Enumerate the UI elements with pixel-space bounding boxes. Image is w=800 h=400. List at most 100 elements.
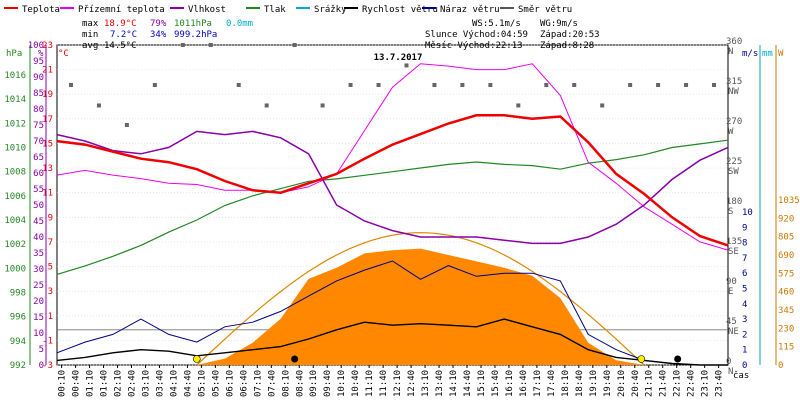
tick-label-time: 21:40 — [659, 370, 669, 397]
tick-label-direction-deg: 90 — [726, 277, 737, 287]
tick-label-pressure: 1004 — [4, 216, 26, 226]
tick-label-time: 19:10 — [589, 370, 599, 397]
stat-max-temp: 18.9°C — [104, 19, 137, 29]
legend-label-prizemni: Přízemní teplota — [78, 5, 165, 15]
tick-label-temp: 7 — [48, 238, 53, 248]
wind-direction-point — [96, 103, 101, 108]
tick-label-humidity: 80 — [33, 105, 44, 115]
tick-label-time: 20:10 — [617, 370, 627, 397]
tick-label-solar: 345 — [778, 306, 794, 316]
info-mesic-zapad: Západ:8:28 — [540, 41, 594, 51]
tick-label-temp: 11 — [42, 189, 53, 199]
tick-label-pressure: 996 — [10, 313, 26, 323]
tick-label-temp: 17 — [42, 115, 53, 125]
tick-label-time: 01:40 — [100, 370, 110, 397]
tick-label-humidity: 70 — [33, 137, 44, 147]
info-slunce-zapad: Západ:20:53 — [540, 30, 600, 40]
legend-label-vlhkost: Vlhkost — [188, 5, 226, 15]
tick-label-solar: 575 — [778, 269, 794, 279]
tick-label-direction: NW — [728, 87, 739, 97]
tick-label-time: 11:10 — [365, 370, 375, 397]
tick-label-humidity: 35 — [33, 249, 44, 259]
wind-direction-point — [376, 83, 381, 87]
stat-max-rain: 0.0mm — [226, 19, 253, 29]
series-tlak — [56, 139, 729, 275]
tick-label-humidity: 30 — [33, 265, 44, 275]
wind-direction-point — [516, 103, 521, 108]
wind-direction-point — [152, 83, 157, 87]
wind-direction-point — [236, 83, 241, 87]
tick-label-time: 05:10 — [197, 370, 207, 397]
wind-direction-point — [292, 43, 297, 47]
tick-label-time: 18:10 — [561, 370, 571, 397]
tick-label-humidity: 60 — [33, 169, 44, 179]
axis-unit-labels: hPa % °C ° m/s mm W čas — [6, 49, 784, 381]
stat-avg-label: avg — [82, 41, 98, 51]
tick-label-pressure: 992 — [10, 361, 26, 371]
tick-label-humidity: 5 — [39, 345, 44, 355]
tick-label-temp: 19 — [42, 90, 53, 100]
unit-cas: čas — [733, 370, 749, 381]
tick-label-direction: NE — [728, 327, 739, 337]
tick-label-pressure: 1002 — [4, 240, 26, 250]
tick-label-time: 16:40 — [519, 370, 529, 397]
tick-label-time: 06:40 — [239, 370, 249, 397]
tick-label-time: 06:10 — [225, 370, 235, 397]
legend-label-smer: Směr větru — [518, 5, 572, 15]
tick-label-time: 14:10 — [449, 370, 459, 397]
moonrise-icon — [674, 355, 682, 363]
stat-min-label: min — [82, 30, 98, 40]
info-block: WS:5.1m/s WG:9m/s Slunce Východ:04:59 Zá… — [425, 19, 600, 51]
tick-label-time: 04:40 — [183, 370, 193, 397]
tick-label-wind: 0 — [742, 361, 747, 371]
tick-label-time: 01:10 — [86, 370, 96, 397]
stats-block: max 18.9°C 79% 1011hPa 0.0mm min 7.2°C 3… — [82, 19, 253, 51]
tick-label-temp: 1 — [48, 312, 53, 322]
tick-label-time: 09:10 — [309, 370, 319, 397]
tick-label-solar: 0 — [778, 361, 783, 371]
tick-label-humidity: 20 — [33, 297, 44, 307]
wind-direction-point — [208, 43, 213, 47]
tick-label-wind: 7 — [742, 254, 747, 264]
tick-label-wind: 1 — [742, 346, 747, 356]
tick-label-wind: 8 — [742, 239, 747, 249]
tick-label-direction: N — [728, 47, 733, 57]
tick-label-time: 02:40 — [128, 370, 138, 397]
wind-direction-point — [124, 123, 129, 127]
tick-label-time: 03:10 — [141, 370, 151, 397]
series-teplota — [56, 114, 729, 247]
wind-direction-point — [68, 83, 73, 87]
tick-label-pressure: 1014 — [4, 95, 26, 105]
tick-label-time: 20:40 — [631, 370, 641, 397]
tick-label-temp: 9 — [48, 213, 53, 223]
tick-label-humidity: 90 — [33, 73, 44, 83]
tick-label-temp: 3 — [48, 287, 53, 297]
tick-label-temp: 23 — [42, 41, 53, 51]
tick-label-pressure: 998 — [10, 289, 26, 299]
sunset-icon — [637, 355, 646, 363]
tick-label-humidity: 50 — [33, 201, 44, 211]
tick-label-time: 04:10 — [169, 370, 179, 397]
tick-label-pressure: 1010 — [4, 144, 26, 154]
tick-label-humidity: 75 — [33, 121, 44, 131]
legend-label-naraz: Náraz větru — [440, 5, 500, 15]
tick-label-time: 07:10 — [253, 370, 263, 397]
tick-label-wind: 6 — [742, 269, 747, 279]
legend-label-rychlost: Rychlost větru — [362, 5, 438, 15]
wind-direction-point — [404, 63, 409, 68]
wind-direction-point — [264, 103, 269, 108]
tick-label-temp: 21 — [42, 66, 53, 76]
series-rychlost — [56, 318, 728, 366]
tick-label-humidity: 100 — [28, 41, 44, 51]
tick-label-solar: 230 — [778, 324, 794, 334]
tick-label-pressure: 1012 — [4, 119, 26, 129]
wind-direction-point — [656, 83, 661, 87]
axes: -3-1135791113151719212305101520253035404… — [4, 37, 799, 397]
stat-max-press: 1011hPa — [174, 19, 212, 29]
tick-label-solar: 115 — [778, 343, 794, 353]
tick-label-wind: 2 — [742, 330, 747, 340]
legend-label-teplota: Teplota — [22, 5, 60, 15]
tick-label-time: 03:40 — [155, 370, 165, 397]
tick-label-temp: 5 — [48, 263, 53, 273]
tick-label-time: 22:40 — [687, 370, 697, 397]
